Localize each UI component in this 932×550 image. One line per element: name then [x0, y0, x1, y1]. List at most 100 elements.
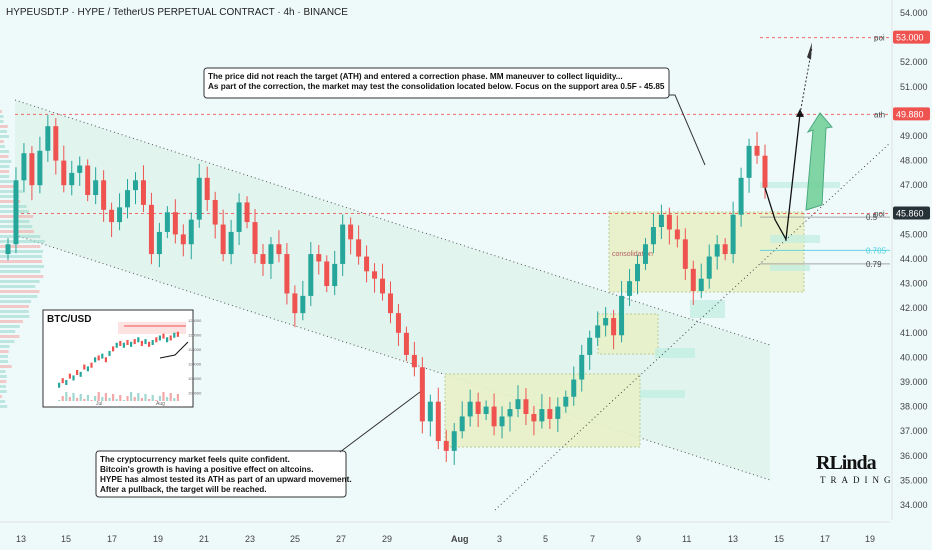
inset-candle — [98, 355, 100, 360]
candle-body — [515, 399, 520, 409]
candle-body — [595, 325, 600, 337]
volume-profile-bar — [0, 305, 29, 308]
candle-body — [747, 146, 752, 178]
candle-body — [364, 257, 369, 272]
inset-candle — [62, 378, 64, 383]
y-tick-label: 35.000 — [900, 475, 928, 485]
price-tag-label: 45.860 — [896, 208, 924, 218]
candle-body — [85, 166, 90, 196]
candle-body — [571, 380, 576, 397]
candle-body — [221, 225, 226, 255]
highlight-strip — [640, 390, 685, 398]
x-tick-label: 27 — [336, 534, 346, 544]
candle-body — [739, 178, 744, 215]
volume-profile-bar — [0, 335, 19, 338]
inset-candle — [141, 341, 143, 346]
candle-body — [539, 409, 544, 421]
candle-body — [205, 178, 210, 200]
volume-profile-bar — [0, 390, 7, 393]
inset-volume — [83, 399, 85, 401]
candle-body — [6, 244, 11, 254]
volume-profile-bar — [0, 270, 40, 273]
candle-body — [53, 126, 58, 160]
candle-body — [579, 355, 584, 380]
volume-profile-bar — [0, 310, 29, 313]
candle-body — [763, 156, 768, 188]
volume-profile-bar — [0, 355, 8, 358]
x-tick-label: 19 — [865, 534, 875, 544]
candle-body — [37, 151, 42, 185]
candle-body — [276, 244, 281, 254]
inset-volume — [144, 394, 146, 401]
candle-body — [93, 180, 98, 195]
inset-volume — [72, 393, 74, 401]
note-bottom: The cryptocurrency market feels quite co… — [100, 455, 380, 495]
inset-candle — [173, 333, 175, 338]
y-tick-label: 43.000 — [900, 279, 928, 289]
candle-body — [659, 215, 664, 227]
y-tick-label: 42.000 — [900, 303, 928, 313]
candle-body — [715, 244, 720, 256]
candle-body — [444, 441, 449, 451]
candle-body — [468, 402, 473, 417]
inset-btc-chart: BTC/USDJul Aug125000120000115000110000105… — [43, 310, 202, 407]
candle-body — [133, 180, 138, 190]
inset-candle — [159, 335, 161, 340]
candle-body — [340, 225, 345, 264]
inset-y-label: 115000 — [188, 347, 202, 352]
y-tick-label: 37.000 — [900, 426, 928, 436]
candle-body — [260, 254, 265, 264]
candle-body — [523, 399, 528, 414]
x-tick-label: 21 — [199, 534, 209, 544]
inset-candle — [148, 342, 150, 347]
volume-profile-bar — [0, 115, 4, 118]
inset-candle — [83, 365, 85, 370]
candle-body — [149, 205, 154, 254]
inset-y-label: 105000 — [188, 376, 202, 381]
volume-profile-bar — [0, 360, 8, 363]
inset-candle — [170, 335, 172, 340]
candle-body — [253, 222, 258, 254]
x-tick-label: 17 — [820, 534, 830, 544]
candle-body — [237, 202, 242, 232]
candle-body — [77, 166, 82, 173]
candle-body — [563, 397, 568, 407]
price-tag-label: 53.000 — [896, 33, 924, 43]
inset-volume — [87, 395, 89, 401]
candle-body — [428, 402, 433, 422]
inset-y-label: 100000 — [188, 391, 202, 396]
level-label: 0.79 — [866, 260, 882, 269]
candle-body — [372, 271, 377, 278]
candle-body — [683, 239, 688, 269]
x-tick-label: Aug — [451, 534, 469, 544]
volume-profile-bar — [0, 235, 40, 238]
volume-profile-bar — [0, 285, 35, 288]
volume-profile-bar — [0, 175, 9, 178]
candle — [85, 159, 90, 201]
inset-candle — [80, 372, 82, 377]
volume-profile-bar — [0, 295, 37, 298]
candle-body — [404, 333, 409, 355]
volume-profile-bar — [0, 130, 7, 133]
candle-body — [45, 126, 50, 151]
inset-candle — [65, 380, 67, 385]
candle-body — [699, 279, 704, 291]
inset-title: BTC/USD — [47, 314, 91, 325]
inset-candle — [152, 340, 154, 345]
candle-body — [356, 239, 361, 256]
x-tick-label: 5 — [543, 534, 548, 544]
candle-body — [547, 409, 552, 419]
volume-profile-bar — [0, 400, 5, 403]
inset-volume — [130, 392, 132, 401]
y-tick-label: 36.000 — [900, 451, 928, 461]
volume-profile-bar — [0, 405, 7, 408]
volume-profile-bar — [0, 325, 20, 328]
inset-volume — [90, 400, 92, 401]
inset-candle — [126, 340, 128, 345]
candle-body — [492, 407, 497, 427]
volume-profile-bar — [0, 110, 2, 113]
inset-volume — [137, 393, 139, 401]
candle-body — [173, 212, 178, 234]
candle-body — [611, 318, 616, 335]
brand-logo: RLinda TRADING — [816, 452, 896, 485]
